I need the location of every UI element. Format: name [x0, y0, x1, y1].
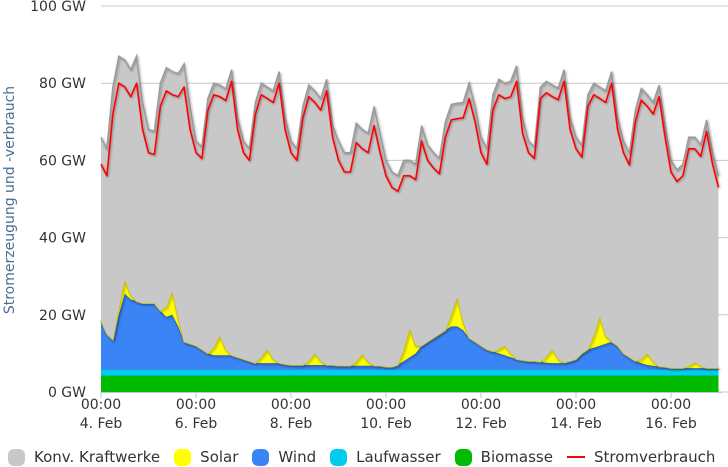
x-tick-time: 00:00	[81, 397, 121, 413]
area-wind	[101, 293, 719, 370]
legend-label: Laufwasser	[356, 448, 441, 466]
x-tick-time: 00:00	[176, 397, 216, 413]
legend-label: Stromverbrauch	[593, 448, 716, 466]
legend-item[interactable]: Laufwasser	[330, 448, 441, 466]
x-tick-date: 4. Feb	[80, 416, 123, 432]
legend-item[interactable]: Konv. Kraftwerke	[8, 448, 160, 466]
legend-swatch	[252, 448, 270, 466]
y-tick-label: 80 GW	[39, 76, 86, 92]
x-tick-date: 10. Feb	[360, 416, 412, 432]
area-solar	[101, 280, 719, 369]
y-tick-label: 100 GW	[30, 0, 86, 15]
x-tick-date: 14. Feb	[550, 416, 602, 432]
y-axis: 0 GW 20 GW 40 GW 60 GW 80 GW 100 GW	[30, 0, 86, 401]
area-edge-konv-kraftwerke	[100, 53, 720, 177]
legend-item[interactable]: Stromverbrauch	[566, 448, 716, 466]
legend-label: Konv. Kraftwerke	[34, 448, 161, 466]
legend-label: Solar	[200, 448, 239, 466]
legend-swatch	[454, 448, 472, 466]
legend-swatch	[8, 448, 25, 466]
x-axis: 00:00 4. Feb 00:00 6. Feb 00:00 8. Feb 00:00 10…	[80, 392, 722, 432]
legend-label: Wind	[278, 448, 317, 466]
y-tick-label: 20 GW	[39, 308, 86, 324]
area-biomasse	[101, 375, 719, 392]
x-tick-date: 12. Feb	[455, 416, 507, 432]
y-tick-label: 40 GW	[39, 231, 86, 247]
legend-item[interactable]: Solar	[174, 448, 238, 466]
legend-item[interactable]: Wind	[252, 448, 316, 466]
legend-item[interactable]: Biomasse	[454, 448, 553, 466]
stacked-area-chart: 0 GW 20 GW 40 GW 60 GW 80 GW 100 GW 00:00 4. F…	[2, 0, 728, 432]
area-laufwasser	[101, 369, 719, 376]
series-areas	[100, 53, 720, 392]
x-tick-time: 00:00	[556, 397, 596, 413]
legend: Konv. Kraftwerke Solar Wind Laufwasser Bioma…	[8, 448, 728, 466]
x-tick-time: 00:00	[271, 397, 311, 413]
y-axis-title: Stromerzeugung und -verbrauch	[2, 86, 18, 314]
x-tick-time: 00:00	[366, 397, 406, 413]
y-tick-label: 0 GW	[48, 385, 86, 401]
legend-swatch	[330, 448, 348, 466]
legend-line-swatch	[566, 456, 585, 458]
line-stromverbrauch	[100, 80, 720, 193]
x-tick-time: 00:00	[651, 397, 691, 413]
area-konv-kraftwerke	[101, 56, 719, 369]
x-tick-date: 6. Feb	[175, 416, 218, 432]
y-tick-label: 60 GW	[39, 153, 86, 169]
legend-label: Biomasse	[480, 448, 553, 466]
legend-swatch	[174, 448, 192, 466]
x-tick-date: 8. Feb	[270, 416, 313, 432]
x-tick-date: 16. Feb	[645, 416, 697, 432]
consumption-line-group	[100, 80, 720, 193]
x-tick-time: 00:00	[461, 397, 501, 413]
